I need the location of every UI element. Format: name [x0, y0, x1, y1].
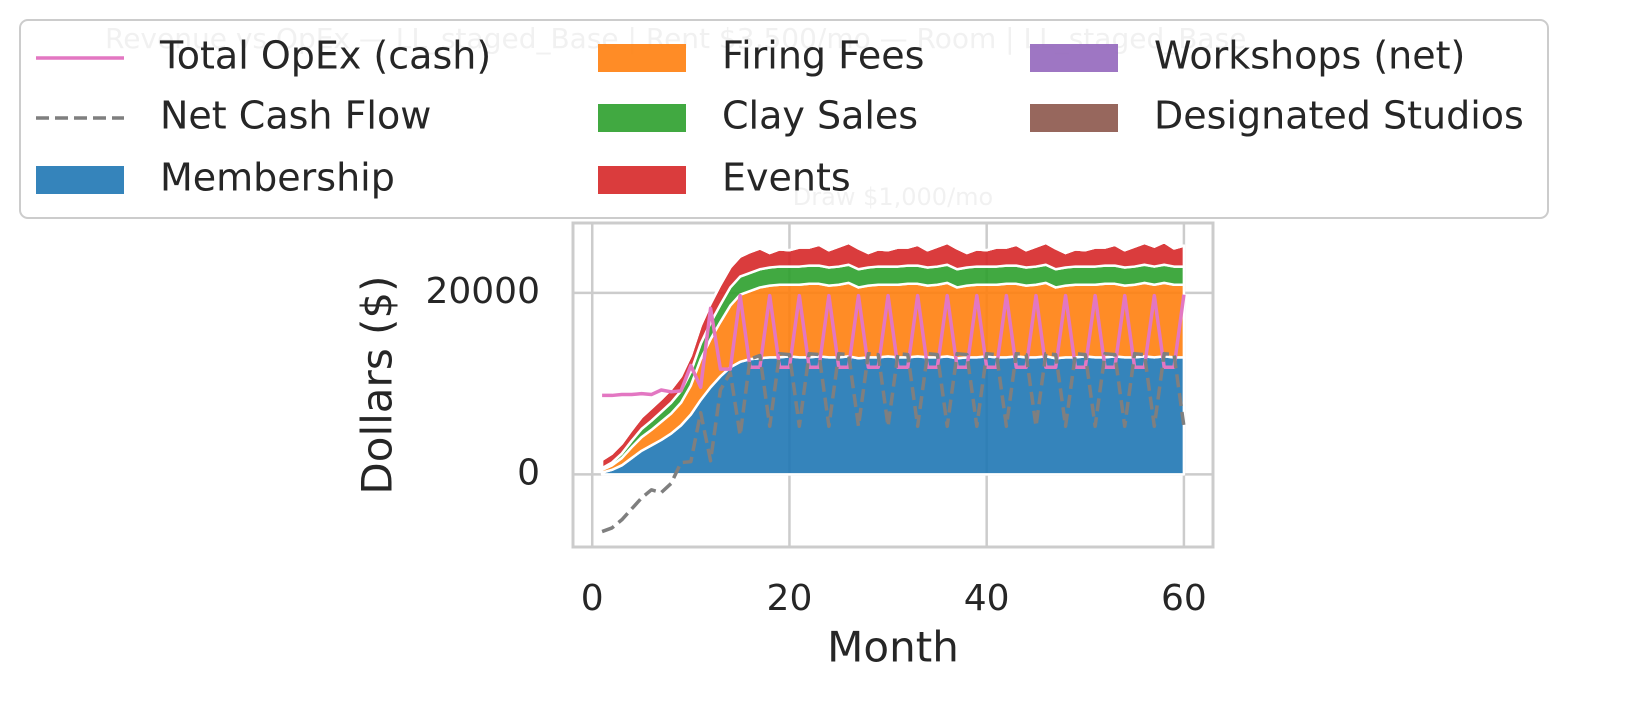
legend-label: Clay Sales	[722, 94, 918, 138]
legend-label: Net Cash Flow	[160, 94, 431, 138]
stack-area	[600, 240, 1186, 462]
x-tick-label: 40	[964, 578, 1010, 619]
y-tick-label: 0	[517, 452, 540, 493]
legend-label: Firing Fees	[722, 34, 924, 78]
legend-label: Designated Studios	[1154, 94, 1524, 138]
x-axis-label: Month	[827, 623, 959, 672]
y-axis-label: Dollars ($)	[353, 275, 402, 494]
legend-label: Membership	[160, 156, 395, 200]
legend-label: Total OpEx (cash)	[159, 34, 491, 78]
legend-label: Events	[722, 156, 851, 200]
plot-area	[571, 221, 1215, 549]
legend-handle	[1030, 44, 1118, 72]
y-tick-label: 20000	[425, 271, 540, 312]
x-tick-label: 60	[1161, 578, 1207, 619]
legend: Total OpEx (cash) Net Cash Flow Membership…	[19, 19, 1549, 219]
x-tick-label: 0	[581, 578, 604, 619]
line	[601, 351, 1186, 534]
legend-handle	[598, 166, 686, 194]
axes-frame	[571, 221, 1215, 549]
legend-handle	[598, 104, 686, 132]
x-tick-label: 20	[767, 578, 813, 619]
legend-box	[19, 19, 1549, 219]
legend-handle	[598, 44, 686, 72]
legend-handle	[36, 166, 124, 194]
legend-label: Workshops (net)	[1154, 34, 1465, 78]
legend-handle	[1030, 104, 1118, 132]
